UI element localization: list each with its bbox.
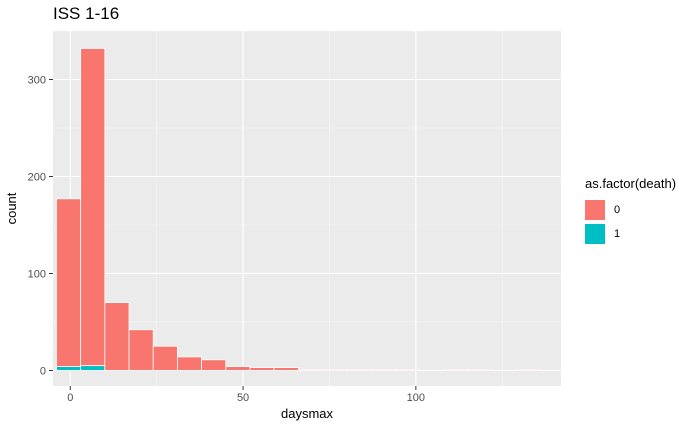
bar-death-0 [152,345,178,371]
bar-death-1 [56,366,82,371]
bar-death-0 [370,369,396,371]
bar-death-0 [177,356,202,371]
x-axis-title: daysmax [281,406,334,421]
bar-death-1 [80,365,106,371]
bar-death-0 [297,369,323,371]
bar-death-0 [128,329,154,371]
y-axis: 0 100 200 300 [28,74,53,377]
y-tick-label: 100 [28,268,46,280]
y-tick-label: 300 [28,74,46,86]
bar-death-0 [104,302,130,371]
legend-title: as.factor(death) [585,176,677,191]
bar-death-0 [201,359,227,371]
legend-label-1: 1 [614,228,621,240]
legend-label-0: 0 [614,204,621,216]
bar-death-0 [249,367,275,371]
bar-death-0 [80,48,106,367]
bar-death-0 [443,369,469,371]
plot-panel [53,31,561,386]
x-tick-label: 0 [67,392,73,404]
chart-title: ISS 1-16 [53,4,120,23]
bar-death-0 [225,366,251,371]
x-axis: 0 50 100 [67,386,425,404]
x-tick-label: 50 [237,392,249,404]
y-axis-title: count [4,192,19,224]
bar-death-0 [56,198,82,368]
bar-death-0 [467,369,493,371]
bar-death-0 [346,369,372,371]
bar-death-0 [273,367,299,371]
bar-death-0 [322,369,348,371]
bar-death-0 [515,369,541,371]
legend: as.factor(death) 0 1 [585,176,676,247]
bars [56,48,541,371]
y-tick-label: 200 [28,171,46,183]
grid-minor [53,30,561,386]
legend-key-1 [585,224,605,244]
legend-item-1: 1 [585,223,676,245]
bar-death-0 [394,369,420,371]
y-tick-label: 0 [40,365,46,377]
legend-key-0 [585,200,605,220]
x-tick-label: 100 [407,392,425,404]
legend-item-0: 0 [585,199,676,221]
